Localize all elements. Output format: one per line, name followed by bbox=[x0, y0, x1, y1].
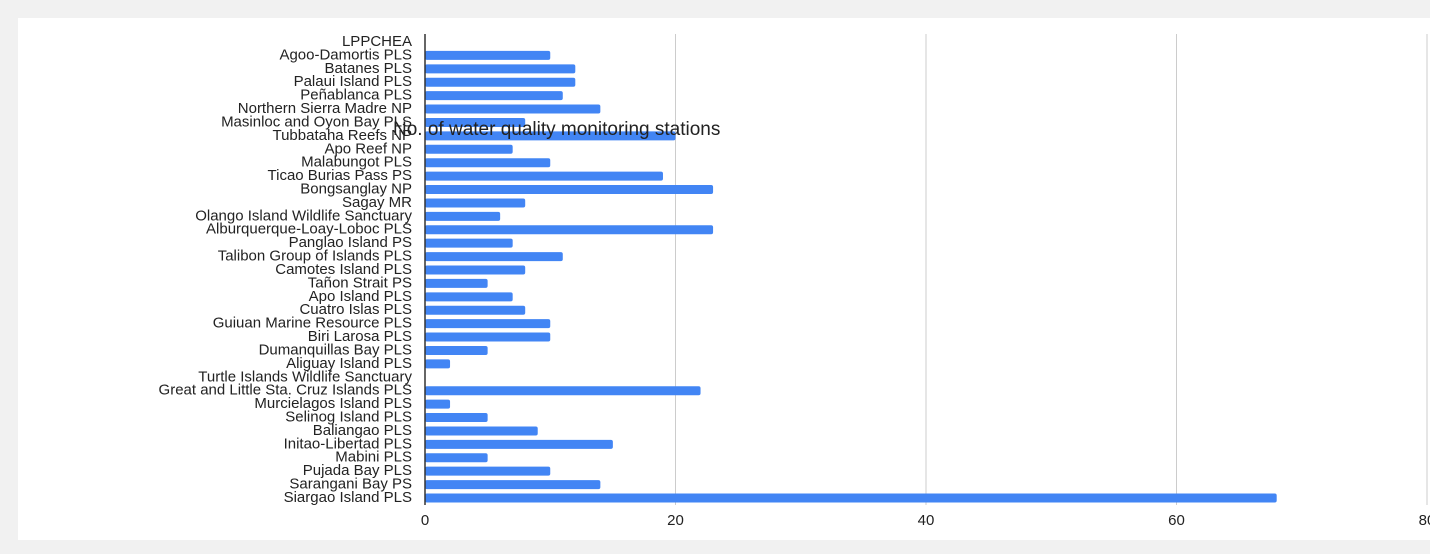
bar bbox=[425, 252, 563, 262]
x-tick-label: 60 bbox=[1168, 512, 1185, 529]
y-tick-label: Northern Sierra Madre NP bbox=[238, 100, 412, 117]
y-tick-label: Tubbataha Reefs NP bbox=[272, 127, 412, 144]
y-tick-label: Agoo-Damortis PLS bbox=[279, 46, 412, 63]
bar bbox=[425, 426, 538, 436]
bar bbox=[425, 64, 576, 74]
y-tick-label: Dumanquillas Bay PLS bbox=[259, 341, 412, 358]
y-tick-label: Sarangani Bay PS bbox=[289, 476, 412, 493]
y-tick-label: Biri Larosa PLS bbox=[308, 328, 412, 345]
y-tick-label: Murcielagos Island PLS bbox=[254, 395, 412, 412]
y-tick-label: Cuatro Islas PLS bbox=[299, 301, 412, 318]
bar bbox=[425, 225, 714, 235]
y-tick-label: Panglao Island PS bbox=[289, 234, 412, 251]
bar bbox=[425, 305, 526, 315]
bar bbox=[425, 77, 576, 87]
x-tick-label: 0 bbox=[421, 512, 429, 529]
y-tick-label: Peñablanca PLS bbox=[300, 87, 412, 104]
y-tick-label: Initao-Libertad PLS bbox=[284, 435, 412, 452]
bar bbox=[425, 198, 526, 208]
bar bbox=[425, 117, 526, 127]
bar bbox=[425, 278, 488, 288]
bar bbox=[425, 158, 551, 168]
y-tick-label: Selinog Island PLS bbox=[285, 408, 412, 425]
y-tick-label: Malabungot PLS bbox=[301, 154, 412, 171]
y-tick-label: Bongsanglay NP bbox=[300, 180, 412, 197]
y-tick-label: Great and Little Sta. Cruz Islands PLS bbox=[159, 382, 412, 399]
bar bbox=[425, 131, 676, 141]
bar bbox=[425, 345, 488, 355]
bar bbox=[425, 332, 551, 342]
bar bbox=[425, 238, 513, 248]
y-tick-label: Masinloc and Oyon Bay PLS bbox=[221, 113, 412, 130]
bar bbox=[425, 359, 451, 369]
bar bbox=[425, 453, 488, 463]
y-tick-label: Baliangao PLS bbox=[313, 422, 412, 439]
bar bbox=[425, 439, 613, 449]
y-tick-label: Olango Island Wildlife Sanctuary bbox=[195, 207, 412, 224]
y-tick-label: Palaui Island PLS bbox=[294, 73, 412, 90]
y-tick-label: Turtle Islands Wildlife Sanctuary bbox=[198, 368, 412, 385]
bar bbox=[425, 211, 501, 221]
x-tick-label: 80 bbox=[1419, 512, 1430, 529]
y-tick-label: Mabini PLS bbox=[335, 449, 412, 466]
x-tick-label: 20 bbox=[667, 512, 684, 529]
bar bbox=[425, 466, 551, 476]
bar bbox=[425, 265, 526, 275]
chart-panel bbox=[18, 18, 1430, 540]
bar bbox=[425, 104, 601, 114]
x-tick-label: 40 bbox=[918, 512, 935, 529]
y-tick-label: Ticao Burias Pass PS bbox=[268, 167, 413, 184]
y-tick-label: LPPCHEA bbox=[342, 33, 412, 50]
y-tick-label: Tañon Strait PS bbox=[308, 274, 412, 291]
y-tick-label: Sagay MR bbox=[342, 194, 412, 211]
bar bbox=[425, 480, 601, 490]
y-tick-label: Apo Reef NP bbox=[324, 140, 412, 157]
x-axis-label: No. of water quality monitoring stations bbox=[393, 119, 720, 140]
bar bbox=[425, 50, 551, 60]
y-tick-label: Apo Island PLS bbox=[309, 288, 412, 305]
bar bbox=[425, 493, 1277, 503]
bar bbox=[425, 399, 451, 409]
bar bbox=[425, 386, 701, 396]
y-tick-label: Talibon Group of Islands PLS bbox=[218, 248, 412, 265]
y-tick-label: Batanes PLS bbox=[324, 60, 412, 77]
y-tick-label: Siargao Island PLS bbox=[284, 489, 412, 506]
bar bbox=[425, 413, 488, 423]
bar bbox=[425, 319, 551, 329]
bar bbox=[425, 171, 663, 181]
y-tick-label: Alburquerque-Loay-Loboc PLS bbox=[206, 221, 412, 238]
y-tick-label: Aliguay Island PLS bbox=[286, 355, 412, 372]
y-tick-label: Pujada Bay PLS bbox=[303, 462, 412, 479]
bar bbox=[425, 91, 563, 101]
bar bbox=[425, 292, 513, 302]
y-tick-label: Camotes Island PLS bbox=[275, 261, 412, 278]
y-tick-label: Guiuan Marine Resource PLS bbox=[213, 315, 412, 332]
bar bbox=[425, 185, 714, 195]
bar bbox=[425, 144, 513, 154]
